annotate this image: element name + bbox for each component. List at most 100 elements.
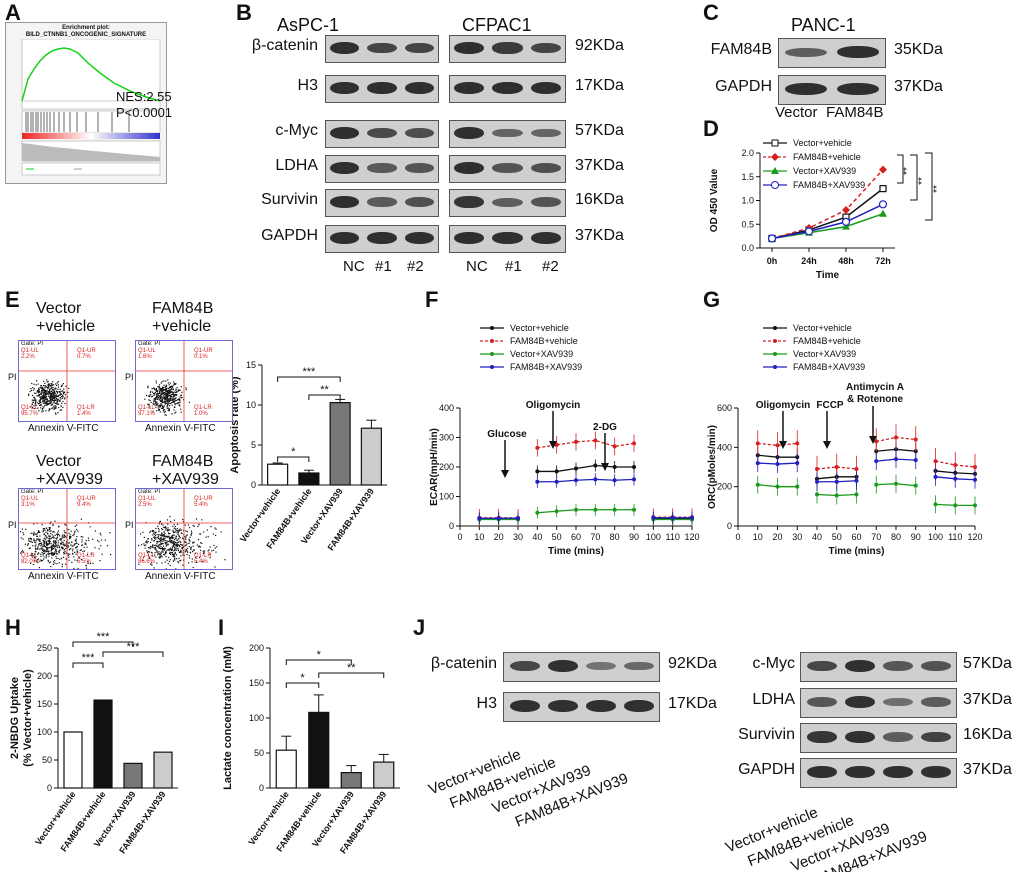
significance-mark: ** [347, 662, 356, 674]
flow-event [40, 389, 43, 392]
flow-event [48, 550, 50, 552]
flow-event [61, 537, 63, 539]
flow-event [209, 557, 211, 559]
flow-event [178, 529, 180, 531]
flow-event [81, 539, 83, 541]
blot-b-lane-label: #2 [407, 258, 424, 275]
flow-event [34, 397, 36, 400]
protein-band [367, 232, 397, 244]
flow-event [167, 527, 169, 529]
flow-event [68, 536, 71, 538]
flow-event [161, 388, 163, 390]
flow-event [174, 383, 176, 385]
flow-event [142, 556, 145, 558]
flow-event [45, 536, 47, 538]
flow-event [158, 390, 161, 393]
flow-event [41, 388, 43, 390]
flow-event [163, 380, 165, 382]
flow-event [31, 382, 33, 385]
flow-event [179, 546, 181, 548]
flow-event [57, 396, 59, 398]
data-point [879, 185, 887, 193]
flow-event [153, 547, 155, 549]
flow-event [178, 557, 180, 560]
flow-event [55, 545, 57, 547]
flow-event [27, 394, 30, 396]
flow-event [157, 537, 160, 540]
flow-event [45, 393, 47, 395]
flow-event [165, 389, 167, 391]
flow-event [150, 390, 152, 393]
data-point [535, 479, 540, 484]
flow-event [188, 538, 190, 540]
flow-event [155, 531, 157, 533]
legend-marker [773, 339, 777, 343]
flow-event [39, 396, 41, 398]
flow-event [168, 398, 170, 400]
flow-event [159, 557, 161, 559]
flow-event [44, 398, 46, 400]
data-point [804, 227, 814, 236]
flow-event [45, 395, 47, 398]
flow-event [158, 399, 161, 401]
y-tick-label: 200 [249, 643, 264, 653]
protein-band [510, 660, 540, 672]
data-point [953, 503, 958, 508]
flow-event [154, 398, 156, 401]
flow-event [65, 541, 68, 543]
flow-event [43, 527, 45, 530]
flow-event [164, 410, 167, 413]
flow-scatter-svg [136, 489, 232, 569]
flow-event [173, 395, 175, 397]
flow-event [31, 399, 33, 401]
flow-event [171, 536, 173, 538]
flow-event [29, 547, 31, 549]
flow-event [153, 394, 155, 396]
flow-event [168, 540, 171, 542]
data-point [842, 222, 850, 230]
x-tick-label: 0h [767, 256, 778, 266]
flow-event [192, 524, 194, 527]
flow-event [48, 539, 50, 541]
flow-event [151, 396, 153, 398]
x-tick-label: 20 [494, 532, 504, 542]
flow-event [159, 541, 161, 543]
flow-event [160, 536, 162, 539]
flow-event [46, 386, 49, 389]
flow-plot-title: FAM84B [152, 453, 214, 470]
flow-event [151, 539, 153, 541]
flow-event [155, 396, 158, 398]
flow-event [154, 534, 156, 536]
flow-event [35, 533, 37, 536]
flow-event [188, 555, 190, 557]
flow-event [51, 393, 53, 395]
flow-event [149, 395, 151, 398]
flow-event [185, 535, 187, 537]
flow-event [49, 399, 51, 401]
bar [267, 463, 289, 486]
flow-event [172, 392, 174, 394]
data-point [854, 466, 859, 471]
blot-c-lane-label: FAM84B [826, 104, 884, 121]
flow-event [46, 549, 48, 551]
flow-event [188, 545, 190, 548]
flow-event [168, 398, 170, 400]
series-line [771, 203, 884, 240]
flow-event [177, 544, 179, 546]
blot-b-strip [325, 75, 439, 103]
flow-event [165, 394, 167, 397]
flow-event [34, 392, 36, 394]
flow-event [174, 395, 176, 397]
flow-event [43, 543, 45, 545]
flow-event [173, 543, 175, 545]
flow-event [56, 391, 59, 393]
flow-event [48, 403, 50, 405]
flow-event [36, 559, 39, 561]
flow-event [44, 402, 46, 404]
flow-event [156, 541, 158, 543]
flow-event [48, 537, 50, 539]
flow-event [43, 550, 45, 552]
flow-event [143, 536, 145, 539]
flow-event [173, 534, 175, 536]
flow-event [47, 533, 49, 535]
